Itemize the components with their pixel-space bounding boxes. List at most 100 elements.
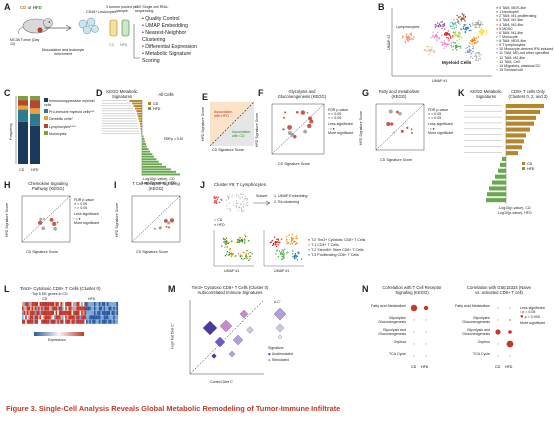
row-label-placeholder — [102, 125, 139, 127]
bar-hfd — [142, 135, 144, 138]
bar-cd — [506, 109, 540, 114]
umap-point — [459, 33, 461, 35]
umap-point — [291, 239, 293, 241]
dot-icon: ● — [308, 253, 311, 258]
heatmap-cell — [44, 310, 47, 315]
umap-point — [295, 237, 297, 240]
umap-point — [486, 32, 488, 34]
umap-point — [459, 35, 461, 37]
panel-h-ylabel: HFD Signature Score — [5, 202, 10, 238]
heatmap-cell — [41, 306, 43, 311]
umap-point — [246, 256, 248, 258]
more-sig: More significant — [328, 130, 354, 135]
umap-point — [243, 241, 246, 243]
umap-point — [280, 258, 283, 260]
umap-point — [280, 253, 282, 255]
dot-plot-left: CD HFD — [410, 304, 429, 369]
cluster-legend-item: ● 12 TAM, M2-like — [496, 56, 550, 60]
umap-point — [447, 40, 450, 42]
pooled-label: 3 tumors pooled per sample — [106, 5, 138, 14]
umap-point — [215, 201, 218, 203]
umap-point — [459, 16, 461, 18]
scatter-point — [167, 221, 171, 225]
umap-point — [245, 255, 247, 257]
heatmap-cell — [86, 306, 88, 311]
umap-diet-plot — [213, 230, 254, 267]
cluster-legend-label: 10 Monocyte-derived IFN-induced — [499, 47, 554, 52]
heatmap-cell — [78, 302, 80, 307]
umap-point — [452, 45, 455, 47]
panel-m-label: M — [168, 284, 176, 294]
heatmap-cell — [55, 319, 58, 324]
umap-point — [290, 238, 293, 240]
fdr-title: FDR p-value — [328, 108, 349, 112]
dot-icon: ● — [520, 314, 524, 321]
heatmap-cell — [81, 302, 83, 307]
umap-point — [480, 21, 482, 23]
n-p1-row: • p = 0.05 — [520, 310, 552, 314]
heatmap-cell — [34, 315, 37, 320]
panel-m-title: Tim3+ Cytotoxic CD8+ T Cells (Cluster 0) — [191, 285, 269, 290]
cell-type-legend-item: Pro-immune myeloid cells*** — [44, 109, 96, 114]
cluster-legend-label: 4 TAM, M2-like — [499, 22, 524, 27]
heatmap-cell — [102, 306, 104, 311]
cluster-legend-label: 3 TAM, M2-like — [499, 18, 524, 23]
umap-point — [248, 256, 250, 258]
umap-point — [474, 26, 476, 28]
heatmap-cell — [82, 302, 85, 307]
umap-point — [221, 245, 223, 247]
heatmap-cell — [44, 306, 47, 311]
heatmap-cell — [113, 306, 115, 311]
umap-point — [443, 42, 446, 44]
heatmap-cell — [92, 302, 95, 307]
umap-point — [473, 37, 475, 39]
cluster-legend-label: 11 TAM, MD-not other specified — [499, 51, 550, 56]
fdr-legend: FDR p-value ● < 0.05 ● > 0.05 Less signi… — [328, 108, 358, 135]
heatmap-cell — [74, 306, 77, 311]
cell-type-legend-item: Immunosuppressive myeloid cells — [44, 98, 96, 107]
scatter-point — [398, 112, 402, 116]
umap-point — [433, 36, 436, 39]
dotplot-point — [509, 355, 511, 357]
umap-point — [469, 51, 471, 53]
panel-f-xlabel: CD Signature Score — [278, 162, 310, 166]
umap-point — [464, 30, 467, 33]
umap-point — [277, 255, 280, 258]
umap-point — [459, 38, 461, 40]
umap-point — [402, 37, 404, 39]
umap-point — [244, 242, 246, 244]
umap-point — [407, 36, 409, 38]
pipeline-step: • UMAP Embedding — [142, 23, 188, 30]
umap-point — [432, 50, 434, 53]
diamond-point — [232, 334, 244, 346]
umap-point — [445, 33, 448, 35]
umap-point — [432, 49, 435, 52]
heatmap-cell — [68, 315, 71, 320]
heatmap-cell — [70, 302, 72, 307]
heatmap-cell — [71, 319, 74, 324]
umap-point — [466, 51, 469, 54]
panel-e: E Association with HFD Association with … — [201, 92, 256, 170]
heatmap-cell — [113, 315, 115, 320]
umap-b-plot: Lymphocytes Myeloid Cells UMAP #1 UMAP #2 — [387, 8, 492, 82]
umap-point — [451, 21, 454, 24]
umap-point — [244, 252, 246, 254]
umap-point — [239, 237, 241, 239]
pipeline-step: • Nearest-Neighbor Clustering — [142, 30, 187, 44]
bar-cd — [506, 115, 536, 120]
umap-point — [449, 36, 452, 38]
heatmap-cell — [57, 306, 59, 311]
fdr-row-sig: ● < 0.05 — [328, 112, 358, 116]
umap-point — [444, 34, 446, 36]
panel-d-xlabel1: -Log10(p-value), CD — [142, 177, 175, 181]
heatmap-cell — [36, 319, 39, 324]
heatmap-cell — [86, 319, 88, 324]
cluster-legend-label: 7 Monocyte — [499, 34, 518, 39]
dot-icon: ● — [496, 67, 499, 72]
bar-hfd — [502, 156, 506, 161]
umap-b-ylabel: UMAP #2 — [387, 35, 391, 50]
j-legend-hfd: HFD — [217, 223, 225, 227]
scatter-point — [158, 226, 162, 230]
heatmap-cell — [98, 319, 101, 324]
umap-point — [275, 241, 277, 243]
